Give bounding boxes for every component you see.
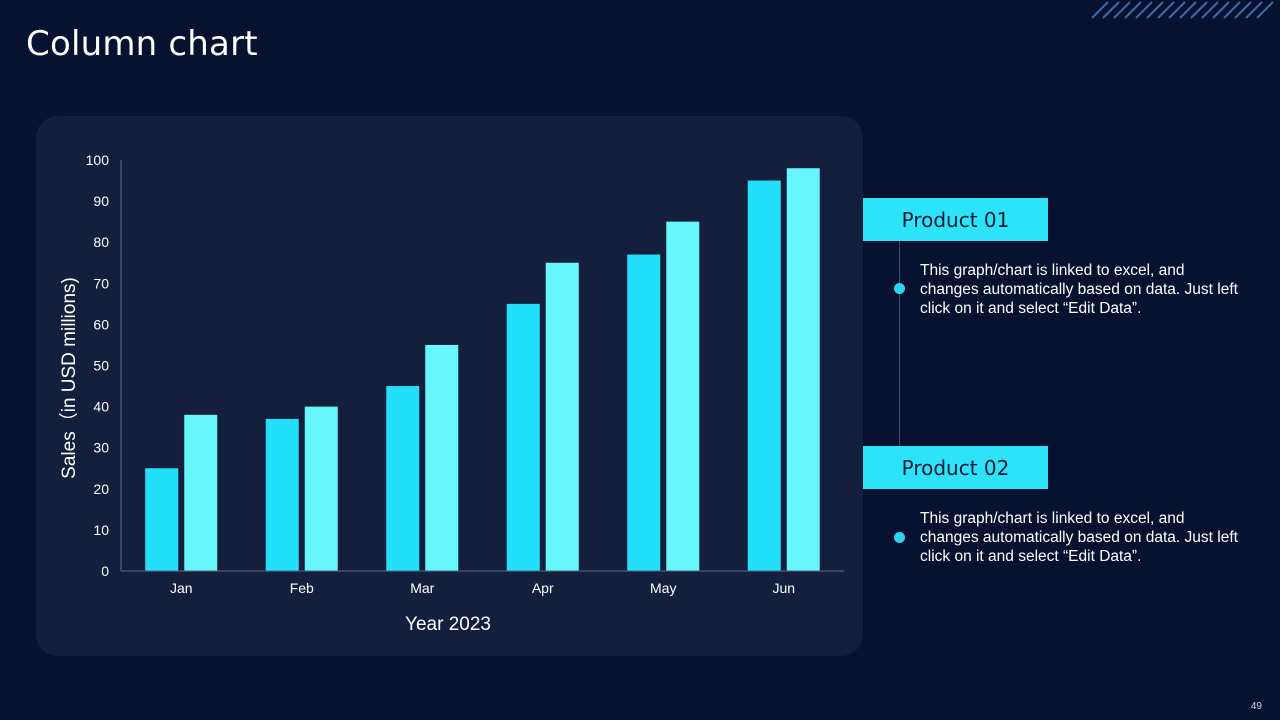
column-chart[interactable]: 0 10 20 30 40 50 60 70 80 90 100 Jan Feb Mar Apr May Ju… [36, 116, 863, 656]
connector-line [899, 241, 900, 446]
y-tick-20: 20 [93, 481, 109, 497]
y-tick-40: 40 [93, 399, 109, 415]
y-tick-0: 0 [101, 563, 109, 579]
y-tick-60: 60 [93, 316, 109, 332]
bars-group [145, 168, 820, 572]
product-01-label: Product 01 [863, 198, 1048, 241]
page-number: 49 [1250, 701, 1262, 712]
product-02-description: This graph/chart is linked to excel, and… [920, 510, 1238, 565]
bullet-dot-2 [894, 532, 905, 543]
y-axis-title: Sales（in USD millions) [58, 277, 80, 479]
x-tick-feb: Feb [290, 580, 314, 596]
y-tick-100: 100 [86, 152, 110, 168]
bar-mar-series-2[interactable] [425, 344, 459, 571]
y-tick-70: 70 [93, 275, 109, 291]
y-tick-10: 10 [93, 522, 109, 538]
y-tick-50: 50 [93, 358, 109, 374]
product-01-description: This graph/chart is linked to excel, and… [920, 262, 1238, 317]
bar-feb-series-1[interactable] [265, 418, 299, 571]
x-tick-jun: Jun [772, 580, 795, 596]
x-tick-may: May [650, 580, 676, 596]
bar-apr-series-1[interactable] [506, 303, 540, 571]
bar-jan-series-1[interactable] [145, 468, 179, 571]
bullet-dot-1 [894, 283, 905, 294]
y-tick-labels: 0 10 20 30 40 50 60 70 80 90 100 [86, 152, 110, 579]
bar-feb-series-2[interactable] [304, 406, 338, 571]
y-tick-90: 90 [93, 193, 109, 209]
x-tick-jan: Jan [170, 580, 193, 596]
decorative-stripes [1091, 1, 1274, 19]
bar-may-series-1[interactable] [627, 254, 661, 571]
bar-jun-series-2[interactable] [786, 168, 820, 571]
bar-mar-series-1[interactable] [386, 386, 420, 571]
product-02-label: Product 02 [863, 446, 1048, 489]
x-tick-labels: Jan Feb Mar Apr May Jun [170, 580, 795, 596]
x-tick-mar: Mar [410, 580, 434, 596]
bar-jan-series-2[interactable] [184, 414, 218, 571]
bar-may-series-2[interactable] [666, 221, 700, 571]
bar-apr-series-2[interactable] [545, 262, 579, 571]
bar-jun-series-1[interactable] [747, 180, 781, 572]
x-tick-apr: Apr [532, 580, 554, 596]
y-tick-80: 80 [93, 234, 109, 250]
x-axis-title: Year 2023 [405, 614, 491, 635]
slide-title: Column chart [26, 24, 258, 64]
y-tick-30: 30 [93, 440, 109, 456]
